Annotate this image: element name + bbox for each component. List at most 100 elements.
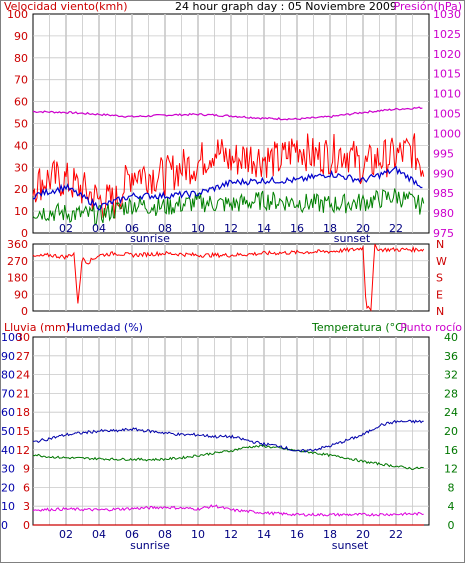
- sunrise-label-bottom: sunrise: [130, 539, 170, 552]
- wind-tick-label: 100: [7, 8, 28, 21]
- rain-tick-label: 3: [23, 500, 30, 513]
- wind-pressure-series: [32, 106, 425, 227]
- hour-tick-label: 04: [92, 222, 106, 235]
- rain-axis-title: Lluvia (mm): [4, 321, 70, 334]
- wind-tick-label: 40: [14, 139, 28, 152]
- wind-pressure-grid: [33, 14, 429, 233]
- rain-tick-label: 18: [16, 406, 30, 419]
- temperature-tick-label: 4: [448, 500, 455, 513]
- humidity-tick-label: 80: [1, 369, 15, 382]
- wind-tick-label: 30: [14, 161, 28, 174]
- temperature-line: [32, 444, 424, 471]
- hour-tick-label: 08: [158, 528, 172, 541]
- wind-axis-title: Velocidad viento(kmh): [4, 0, 128, 13]
- humidity-tick-label: 40: [1, 444, 15, 457]
- wind-tick-label: 90: [14, 30, 28, 43]
- direction-tick-label: 0: [21, 305, 28, 318]
- temperature-tick-label: 0: [448, 519, 455, 532]
- rain-tick-label: 12: [16, 444, 30, 457]
- pressure-tick-label: 1030: [433, 8, 461, 21]
- wind-tick-label: 20: [14, 183, 28, 196]
- direction-tick-label: 90: [14, 288, 28, 301]
- wind-y-axis: 0 10 20 30 40 50 60 70 80 90 100: [7, 8, 28, 240]
- pressure-tick-label: 995: [433, 147, 454, 160]
- wind-tick-label: 60: [14, 96, 28, 109]
- hour-tick-label: 18: [323, 222, 337, 235]
- rain-tick-label: 15: [16, 425, 30, 438]
- hour-tick-label: 06: [125, 528, 139, 541]
- humidity-tick-label: 10: [1, 500, 15, 513]
- hour-tick-label: 18: [323, 528, 337, 541]
- hour-tick-label: 12: [224, 528, 238, 541]
- humidity-tick-label: 0: [1, 519, 8, 532]
- wind-speed-line: [32, 133, 425, 219]
- wind-direction-line: [32, 243, 425, 312]
- dewpoint-line: [32, 504, 424, 517]
- temperature-tick-label: 32: [444, 369, 458, 382]
- wind-avg-line: [33, 165, 423, 211]
- pressure-tick-label: 1000: [433, 127, 461, 140]
- hour-tick-label: 12: [224, 222, 238, 235]
- sunrise-label: sunrise: [130, 232, 170, 245]
- temperature-tick-label: 16: [444, 444, 458, 457]
- wind-direction-grid: [33, 244, 429, 311]
- wind-tick-label: 0: [21, 227, 28, 240]
- temperature-tick-label: 40: [444, 331, 458, 344]
- panel3-x-ticks: 02 04 06 08 10 12 14 16 18 20 22: [59, 528, 403, 541]
- compass-tick-label: N: [436, 238, 444, 251]
- sunset-label-bottom: sunset: [332, 539, 369, 552]
- direction-tick-label: 360: [7, 238, 28, 251]
- pressure-tick-label: 1020: [433, 48, 461, 61]
- pressure-tick-label: 1010: [433, 88, 461, 101]
- humidity-y-axis: 0 10 20 30 40 50 60 70 80 90 100: [1, 331, 22, 532]
- graph-title: 24 hour graph day : 05 Noviembre 2009: [175, 0, 397, 13]
- hour-tick-label: 08: [158, 222, 172, 235]
- hour-tick-label: 20: [356, 222, 370, 235]
- wind-tick-label: 10: [14, 205, 28, 218]
- temperature-tick-label: 28: [444, 387, 458, 400]
- panel1-x-ticks: 02 04 06 08 10 12 14 16 18 20 22: [59, 222, 403, 235]
- rain-tick-label: 0: [23, 519, 30, 532]
- hour-tick-label: 04: [92, 528, 106, 541]
- humidity-tick-label: 50: [1, 425, 15, 438]
- pressure-line: [32, 106, 423, 121]
- hour-tick-label: 16: [290, 528, 304, 541]
- hour-tick-label: 06: [125, 222, 139, 235]
- temperature-tick-label: 12: [444, 463, 458, 476]
- hour-tick-label: 02: [59, 222, 73, 235]
- compass-tick-label: N: [436, 305, 444, 318]
- direction-tick-label: 270: [7, 255, 28, 268]
- rain-tick-label: 6: [23, 481, 30, 494]
- hour-tick-label: 10: [191, 528, 205, 541]
- wind-min-line: [32, 188, 425, 227]
- humidity-tick-label: 90: [1, 350, 15, 363]
- wind-tick-label: 70: [14, 74, 28, 87]
- hour-tick-label: 14: [257, 528, 271, 541]
- hour-tick-label: 22: [389, 528, 403, 541]
- hour-tick-label: 16: [290, 222, 304, 235]
- hour-tick-label: 10: [191, 222, 205, 235]
- pressure-tick-label: 990: [433, 167, 454, 180]
- temperature-tick-label: 24: [444, 406, 458, 419]
- hour-tick-label: 14: [257, 222, 271, 235]
- temperature-tick-label: 20: [444, 425, 458, 438]
- rain-humidity-temp-series: [32, 419, 424, 526]
- pressure-axis-title: Presión(hPa): [394, 0, 462, 13]
- rain-humidity-temp-grid: [33, 337, 429, 525]
- temperature-axis-title: Temperatura (°C): [311, 321, 407, 334]
- temperature-tick-label: 36: [444, 350, 458, 363]
- rain-tick-label: 27: [16, 350, 30, 363]
- humidity-line: [32, 419, 424, 453]
- wind-direction-series: [32, 243, 425, 312]
- humidity-tick-label: 30: [1, 463, 15, 476]
- humidity-axis-title: Humedad (%): [67, 321, 143, 334]
- rain-tick-label: 30: [16, 331, 30, 344]
- rain-tick-label: 9: [23, 463, 30, 476]
- wind-tick-label: 80: [14, 52, 28, 65]
- humidity-tick-label: 20: [1, 481, 15, 494]
- humidity-tick-label: 60: [1, 406, 15, 419]
- compass-tick-label: S: [436, 272, 443, 285]
- wind-tick-label: 50: [14, 118, 28, 131]
